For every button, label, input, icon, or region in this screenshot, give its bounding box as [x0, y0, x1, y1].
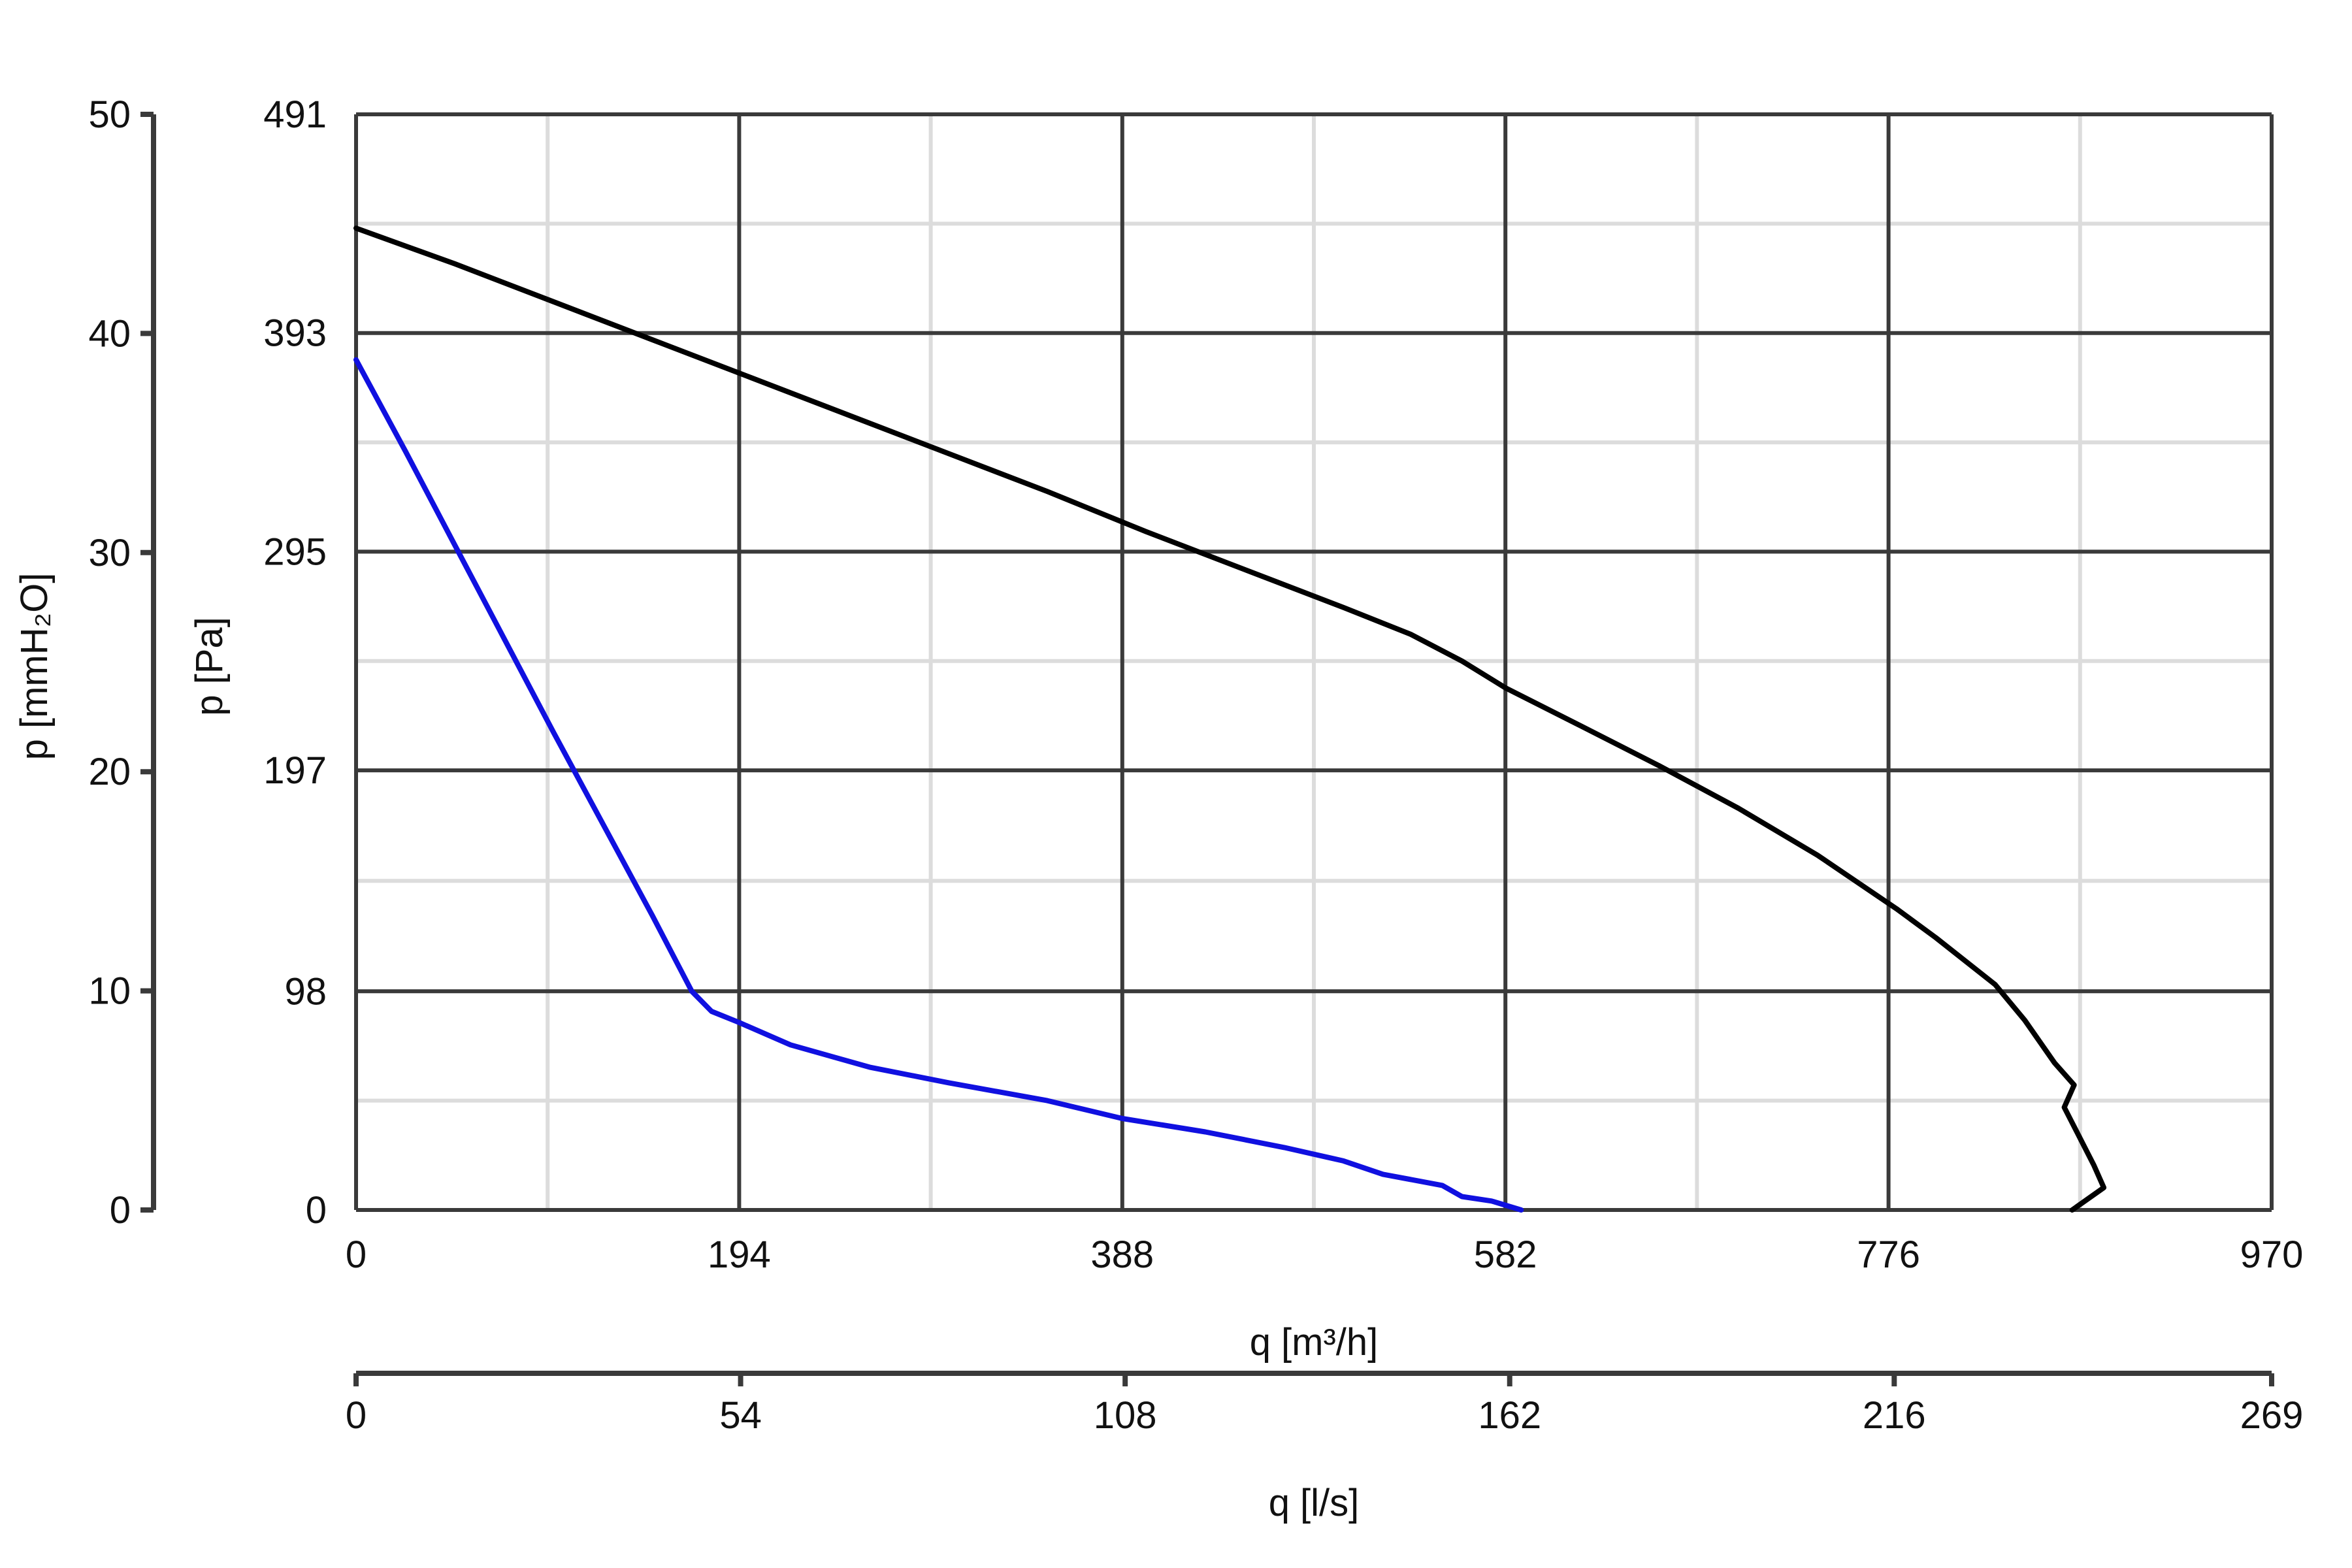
- x-primary-tick-label: 0: [346, 1233, 367, 1276]
- x-secondary-tick-label: 216: [1863, 1394, 1926, 1437]
- x-secondary-tick-label: 54: [719, 1394, 762, 1437]
- x-axis-secondary-title: q [l/s]: [1269, 1482, 1360, 1524]
- y-primary-tick-label: 197: [263, 749, 327, 792]
- x-secondary-tick-label: 269: [2240, 1394, 2304, 1437]
- x-secondary-tick-label: 162: [1478, 1394, 1541, 1437]
- y-secondary-tick-label: 20: [88, 751, 131, 793]
- x-axis-primary-title: q [m³/h]: [1250, 1321, 1379, 1364]
- y-primary-tick-label: 393: [263, 312, 327, 355]
- x-primary-tick-label: 776: [1857, 1233, 1920, 1276]
- y-primary-tick-label: 491: [263, 93, 327, 136]
- y-secondary-tick-label: 30: [88, 532, 131, 574]
- y-axis-secondary-title: p [mmH₂O]: [13, 573, 56, 760]
- y-secondary-tick-label: 50: [88, 93, 131, 136]
- x-secondary-tick-label: 108: [1094, 1394, 1157, 1437]
- y-secondary-tick-label: 40: [88, 312, 131, 355]
- x-primary-tick-label: 194: [708, 1233, 771, 1276]
- y-secondary-tick-label: 0: [110, 1189, 131, 1232]
- y-secondary-tick-label: 10: [88, 970, 131, 1013]
- x-primary-tick-label: 388: [1090, 1233, 1154, 1276]
- tick-labels: 0 98 197 295 393 491 0 194 388 582 776 970 0 10 20 30 40…: [88, 93, 2303, 1437]
- grid: [354, 112, 2274, 1212]
- y-primary-tick-label: 98: [284, 970, 327, 1013]
- series-line-2: [353, 357, 1524, 1213]
- y-primary-tick-label: 0: [306, 1189, 327, 1232]
- y-primary-tick-label: 295: [263, 531, 327, 573]
- series-layer: [353, 225, 2107, 1213]
- y-axis-primary-title: p [Pa]: [188, 617, 231, 716]
- x-primary-tick-label: 970: [2240, 1233, 2304, 1276]
- axes: [140, 112, 2274, 1386]
- series-line-1: [353, 225, 2107, 1213]
- x-secondary-tick-label: 0: [346, 1394, 367, 1437]
- x-primary-tick-label: 582: [1474, 1233, 1537, 1276]
